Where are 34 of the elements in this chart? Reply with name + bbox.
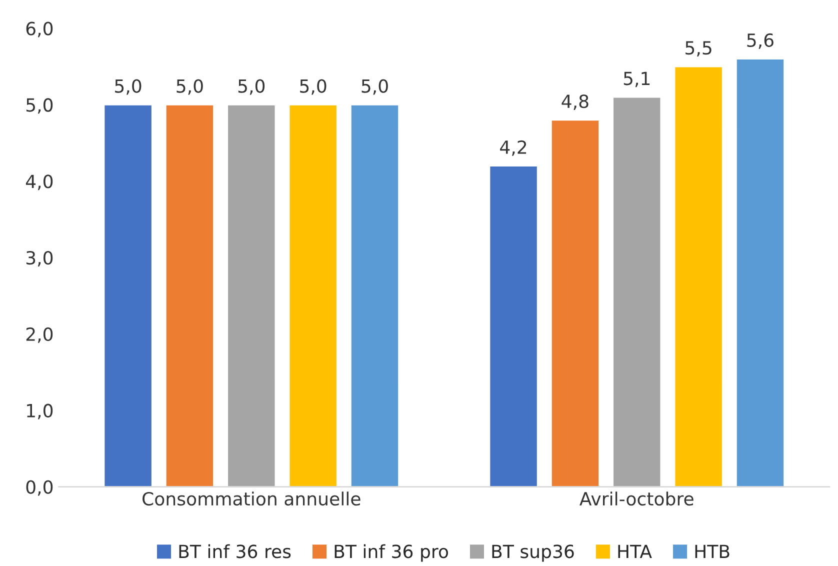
y-tick-label: 6,0 xyxy=(26,22,53,38)
data-label: 5,0 xyxy=(176,79,203,95)
x-tick-label: Consommation annuelle xyxy=(142,492,360,506)
bar xyxy=(350,104,400,487)
bar xyxy=(550,119,600,487)
data-label: 5,0 xyxy=(300,79,326,95)
legend-label: BT sup36 xyxy=(492,544,574,562)
bar xyxy=(488,165,538,487)
bar xyxy=(674,66,724,487)
y-tick-label: 1,0 xyxy=(27,404,53,420)
y-tick-label: 3,0 xyxy=(26,250,53,266)
bar xyxy=(226,104,276,487)
data-label: 5,0 xyxy=(238,79,265,95)
data-label: 5,1 xyxy=(624,72,650,88)
bar xyxy=(735,58,785,487)
legend-label: HTB xyxy=(695,544,730,558)
data-label: 4,2 xyxy=(500,140,526,156)
data-label: 5,0 xyxy=(115,79,142,95)
data-label: 4,8 xyxy=(562,94,588,110)
y-tick-label: 2,0 xyxy=(26,327,53,343)
y-tick-label: 4,0 xyxy=(26,174,53,190)
legend-label: HTA xyxy=(618,544,652,558)
x-tick-label: Avril-octobre xyxy=(580,492,694,506)
y-tick-label: 5,0 xyxy=(26,98,53,114)
legend-label: BT inf 36 res xyxy=(179,544,291,558)
data-label: 5,5 xyxy=(686,41,712,57)
y-tick-label: 0,0 xyxy=(26,480,53,496)
bar xyxy=(612,96,662,487)
bar xyxy=(164,104,214,487)
data-label: 5,6 xyxy=(747,33,774,49)
legend-label: BT inf 36 pro xyxy=(334,544,448,562)
bar xyxy=(288,104,338,487)
bar xyxy=(103,104,153,487)
data-label: 5,0 xyxy=(362,79,388,95)
